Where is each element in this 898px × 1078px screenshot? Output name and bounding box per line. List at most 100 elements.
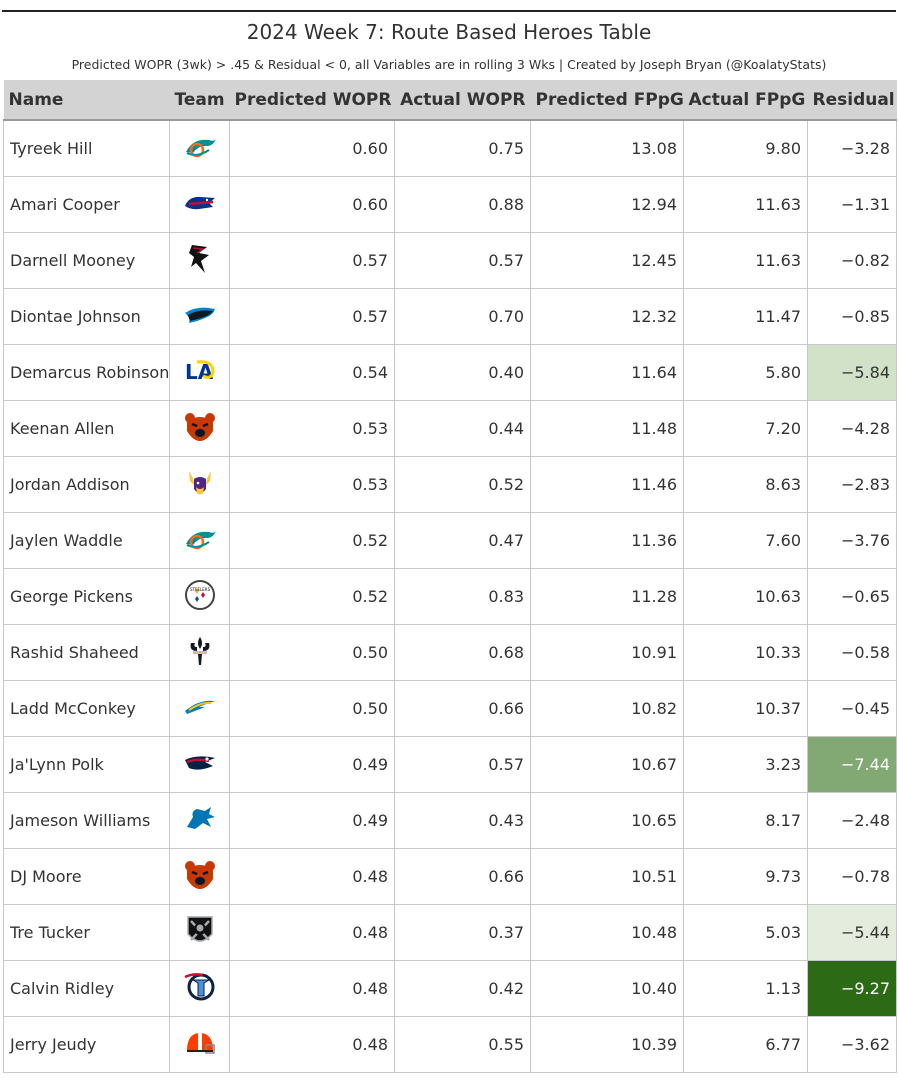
top-rule bbox=[2, 10, 896, 12]
cell-actual-fppg: 10.37 bbox=[683, 680, 808, 737]
falcons-logo-icon bbox=[187, 243, 213, 279]
table-row: Keenan Allen 0.53 0.44 11.48 7.20 −4.28 bbox=[3, 400, 897, 457]
cell-predicted-fppg: 11.28 bbox=[530, 568, 684, 625]
cell-team bbox=[169, 400, 230, 457]
cell-predicted-wopr: 0.54 bbox=[229, 344, 395, 401]
table-row: Demarcus Robinson LA 0.54 0.40 11.64 5.80 −5.8… bbox=[3, 344, 897, 401]
cell-team bbox=[169, 736, 230, 793]
cell-team: LA bbox=[169, 344, 230, 401]
cell-team bbox=[169, 960, 230, 1017]
cell-actual-wopr: 0.75 bbox=[394, 119, 531, 177]
table-subtitle: Predicted WOPR (3wk) > .45 & Residual < … bbox=[71, 57, 827, 72]
cell-actual-fppg: 7.20 bbox=[683, 400, 808, 457]
cell-predicted-fppg: 10.51 bbox=[530, 848, 684, 905]
cell-residual: −4.28 bbox=[807, 400, 897, 457]
cell-actual-fppg: 11.63 bbox=[683, 176, 808, 233]
cell-residual: −0.45 bbox=[807, 680, 897, 737]
cell-residual: −0.78 bbox=[807, 848, 897, 905]
cell-actual-wopr: 0.83 bbox=[394, 568, 531, 625]
table-row: Tre Tucker 0.48 0.37 10.48 5.03 −5.44 bbox=[3, 904, 897, 961]
table-row: Tyreek Hill 0.60 0.75 13.08 9.80 −3.28 bbox=[3, 119, 897, 177]
cell-actual-fppg: 3.23 bbox=[683, 736, 808, 793]
cell-predicted-wopr: 0.50 bbox=[229, 680, 395, 737]
cell-name: Jameson Williams bbox=[3, 792, 170, 849]
cell-predicted-fppg: 11.64 bbox=[530, 344, 684, 401]
cell-actual-fppg: 6.77 bbox=[683, 1016, 808, 1073]
table-row: Jordan Addison 0.53 0.52 11.46 8.63 −2.83 bbox=[3, 456, 897, 513]
steelers-logo-icon: STEELERS bbox=[184, 579, 216, 615]
browns-logo-icon bbox=[184, 1029, 216, 1061]
cell-predicted-wopr: 0.48 bbox=[229, 848, 395, 905]
cell-predicted-fppg: 10.91 bbox=[530, 624, 684, 681]
cell-residual: −5.44 bbox=[807, 904, 897, 961]
cell-team bbox=[169, 176, 230, 233]
cell-predicted-wopr: 0.50 bbox=[229, 624, 395, 681]
cell-name: Jordan Addison bbox=[3, 456, 170, 513]
cell-actual-wopr: 0.68 bbox=[394, 624, 531, 681]
titans-logo-icon bbox=[183, 971, 217, 1007]
bills-logo-icon bbox=[183, 191, 217, 219]
cell-actual-wopr: 0.70 bbox=[394, 288, 531, 345]
cell-name: Demarcus Robinson bbox=[3, 344, 170, 401]
cell-actual-wopr: 0.66 bbox=[394, 848, 531, 905]
table-row: Jameson Williams 0.49 0.43 10.65 8.17 −2.48 bbox=[3, 792, 897, 849]
cell-actual-wopr: 0.42 bbox=[394, 960, 531, 1017]
table-row: DJ Moore 0.48 0.66 10.51 9.73 −0.78 bbox=[3, 848, 897, 905]
cell-team bbox=[169, 456, 230, 513]
cell-predicted-fppg: 13.08 bbox=[530, 119, 684, 177]
cell-predicted-fppg: 10.82 bbox=[530, 680, 684, 737]
svg-text:STEELERS: STEELERS bbox=[190, 587, 211, 592]
panthers-logo-icon bbox=[183, 303, 217, 331]
cell-actual-fppg: 8.17 bbox=[683, 792, 808, 849]
cell-residual: −5.84 bbox=[807, 344, 897, 401]
cell-name: Amari Cooper bbox=[3, 176, 170, 233]
route-heroes-table: Name Team Predicted WOPR Actual WOPR Pre… bbox=[3, 80, 897, 1073]
cell-name: Jaylen Waddle bbox=[3, 512, 170, 569]
column-header-predicted-fppg: Predicted FPpG bbox=[530, 80, 684, 121]
cell-actual-fppg: 5.80 bbox=[683, 344, 808, 401]
column-header-name: Name bbox=[3, 80, 170, 121]
cell-actual-wopr: 0.47 bbox=[394, 512, 531, 569]
cell-name: Jerry Jeudy bbox=[3, 1016, 170, 1073]
cell-residual: −0.65 bbox=[807, 568, 897, 625]
cell-predicted-wopr: 0.53 bbox=[229, 400, 395, 457]
cell-team bbox=[169, 904, 230, 961]
column-header-actual-wopr: Actual WOPR bbox=[394, 80, 531, 121]
table-row: Rashid Shaheed 0.50 0.68 10.91 10.33 −0.58 bbox=[3, 624, 897, 681]
cell-team bbox=[169, 119, 230, 177]
cell-predicted-wopr: 0.60 bbox=[229, 176, 395, 233]
table-row: Darnell Mooney 0.57 0.57 12.45 11.63 −0.82 bbox=[3, 232, 897, 289]
table-row: Ladd McConkey 0.50 0.66 10.82 10.37 −0.45 bbox=[3, 680, 897, 737]
cell-team bbox=[169, 288, 230, 345]
cell-predicted-fppg: 12.32 bbox=[530, 288, 684, 345]
vikings-logo-icon bbox=[186, 467, 214, 503]
bears-logo-icon bbox=[183, 411, 217, 447]
cell-name: Darnell Mooney bbox=[3, 232, 170, 289]
cell-actual-fppg: 1.13 bbox=[683, 960, 808, 1017]
lions-logo-icon bbox=[183, 805, 217, 837]
cell-team bbox=[169, 680, 230, 737]
cell-actual-wopr: 0.43 bbox=[394, 792, 531, 849]
cell-predicted-wopr: 0.48 bbox=[229, 1016, 395, 1073]
cell-name: Calvin Ridley bbox=[3, 960, 170, 1017]
cell-predicted-wopr: 0.53 bbox=[229, 456, 395, 513]
cell-actual-fppg: 9.73 bbox=[683, 848, 808, 905]
cell-name: Ja'Lynn Polk bbox=[3, 736, 170, 793]
patriots-logo-icon bbox=[183, 752, 217, 778]
cell-actual-fppg: 10.63 bbox=[683, 568, 808, 625]
cell-predicted-wopr: 0.57 bbox=[229, 288, 395, 345]
column-header-actual-fppg: Actual FPpG bbox=[683, 80, 808, 121]
column-header-residual: Residual bbox=[807, 80, 897, 121]
cell-predicted-wopr: 0.48 bbox=[229, 904, 395, 961]
cell-predicted-fppg: 11.46 bbox=[530, 456, 684, 513]
cell-predicted-fppg: 11.48 bbox=[530, 400, 684, 457]
column-header-predicted-wopr: Predicted WOPR bbox=[229, 80, 395, 121]
table-row: Diontae Johnson 0.57 0.70 12.32 11.47 −0.85 bbox=[3, 288, 897, 345]
cell-team bbox=[169, 624, 230, 681]
header-row: Name Team Predicted WOPR Actual WOPR Pre… bbox=[3, 80, 897, 121]
cell-actual-wopr: 0.88 bbox=[394, 176, 531, 233]
cell-residual: −2.83 bbox=[807, 456, 897, 513]
table-row: Calvin Ridley 0.48 0.42 10.40 1.13 −9.27 bbox=[3, 960, 897, 1017]
cell-predicted-fppg: 12.94 bbox=[530, 176, 684, 233]
chargers-logo-icon bbox=[183, 697, 217, 721]
